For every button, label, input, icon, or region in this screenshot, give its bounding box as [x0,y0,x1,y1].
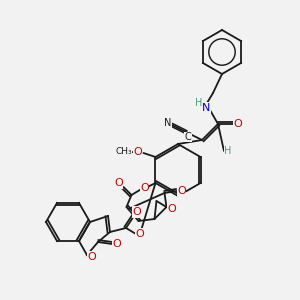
Text: O: O [114,178,123,188]
Text: O: O [88,252,96,262]
Text: O: O [133,207,141,217]
Text: CH₃: CH₃ [115,148,132,157]
Text: H: H [195,98,203,108]
Text: O: O [167,204,176,214]
Text: O: O [234,119,242,129]
Text: O: O [177,186,186,196]
Text: N: N [202,103,210,113]
Text: O: O [140,183,149,193]
Text: C: C [184,132,191,142]
Text: N: N [164,118,172,128]
Text: H: H [224,146,232,156]
Text: O: O [133,147,142,157]
Text: O: O [136,229,144,239]
Text: O: O [112,239,122,249]
